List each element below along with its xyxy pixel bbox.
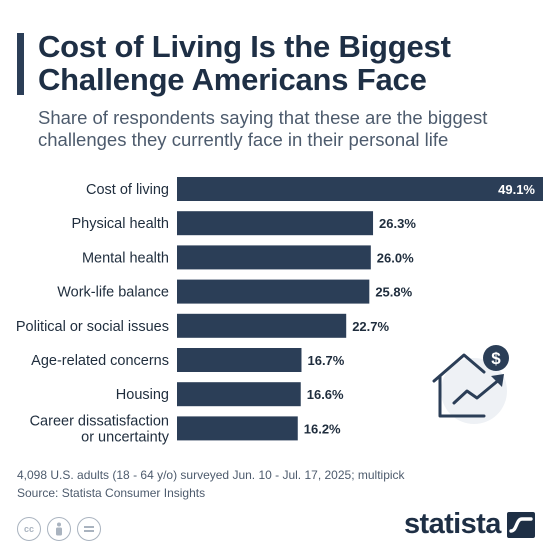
bar — [177, 348, 302, 372]
svg-text:$: $ — [491, 349, 501, 368]
category-label: Career dissatisfaction — [30, 413, 169, 429]
value-label: 26.3% — [379, 216, 416, 231]
category-label: Political or social issues — [16, 319, 169, 335]
value-label: 16.2% — [304, 421, 341, 436]
statista-logo[interactable]: statista — [404, 508, 535, 541]
attribution-icon[interactable] — [47, 517, 71, 541]
category-label: Physical health — [71, 216, 169, 232]
category-label: Mental health — [82, 250, 169, 266]
brand-name: statista — [404, 508, 501, 540]
no-derivatives-icon[interactable] — [77, 517, 101, 541]
category-label: Housing — [116, 387, 169, 403]
value-label: 22.7% — [352, 319, 389, 334]
bar — [177, 313, 347, 338]
cc-icon[interactable]: cc — [17, 517, 41, 541]
title-accent-bar — [17, 33, 24, 95]
bar — [177, 279, 370, 304]
bar — [177, 245, 371, 270]
category-label: Work-life balance — [57, 285, 169, 301]
statista-logo-icon — [506, 511, 535, 538]
bar — [177, 382, 301, 407]
value-label: 16.6% — [307, 387, 344, 402]
category-label: Age-related concerns — [31, 353, 169, 369]
chart-title: Cost of Living Is the Biggest Challenge … — [38, 29, 451, 97]
bar — [177, 211, 374, 236]
source-note: Source: Statista Consumer Insights — [17, 486, 206, 500]
category-label: Cost of living — [86, 182, 169, 198]
category-label: or uncertainty — [81, 429, 170, 445]
license-icons: cc — [17, 517, 101, 541]
house-price-rising-icon: $ — [432, 345, 509, 424]
value-label: 26.0% — [377, 250, 414, 265]
chart-subtitle: Share of respondents saying that these a… — [38, 107, 488, 150]
bar — [177, 416, 298, 441]
bar — [177, 177, 543, 201]
value-label: 16.7% — [307, 353, 344, 368]
value-label: 25.8% — [375, 285, 412, 300]
survey-note: 4,098 U.S. adults (18 - 64 y/o) surveyed… — [17, 468, 405, 482]
value-label: 49.1% — [498, 182, 535, 197]
